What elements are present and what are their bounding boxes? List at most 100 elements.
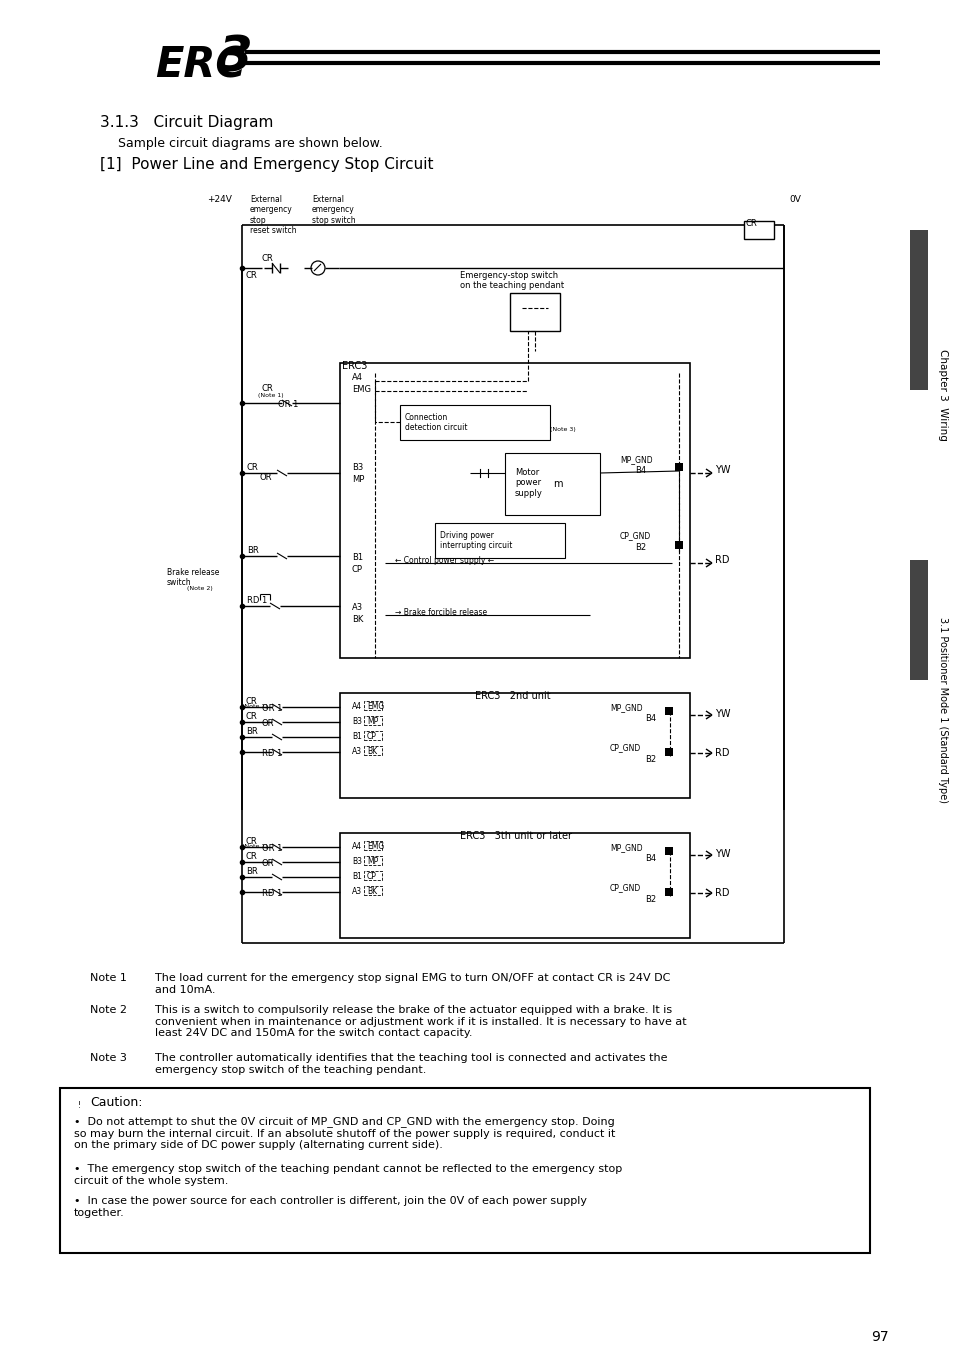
Text: ERC3   3th unit or later: ERC3 3th unit or later (459, 832, 572, 841)
Text: A4: A4 (352, 373, 363, 382)
Text: Connection
detection circuit: Connection detection circuit (405, 413, 467, 432)
Text: MP: MP (367, 857, 377, 865)
Text: CP: CP (367, 732, 376, 741)
Bar (339, 833, 689, 938)
Text: RD: RD (714, 555, 729, 566)
Text: BK: BK (352, 616, 363, 624)
Bar (909, 230, 927, 390)
Bar (60, 1088, 869, 1253)
Bar (743, 221, 773, 239)
Bar (364, 856, 381, 865)
Text: Motor
power
supply: Motor power supply (515, 468, 542, 498)
Text: CR: CR (246, 837, 257, 846)
Text: Caution:: Caution: (90, 1096, 142, 1108)
Text: EMG: EMG (352, 385, 371, 394)
Text: Note 1: Note 1 (90, 973, 127, 983)
Bar (664, 888, 672, 896)
Text: B3: B3 (352, 717, 361, 726)
Text: EMG: EMG (367, 842, 384, 850)
Text: External
emergency
stop switch: External emergency stop switch (312, 194, 355, 225)
Bar (364, 730, 381, 740)
Text: •  In case the power source for each controller is different, join the 0V of eac: • In case the power source for each cont… (74, 1196, 586, 1218)
Text: OR 1: OR 1 (262, 844, 282, 853)
Text: This is a switch to compulsorily release the brake of the actuator equipped with: This is a switch to compulsorily release… (154, 1004, 686, 1038)
Text: BR: BR (246, 728, 257, 736)
Text: BR: BR (247, 545, 258, 555)
Text: CR: CR (247, 463, 258, 472)
Text: OR 1: OR 1 (262, 703, 282, 713)
Bar (909, 560, 927, 680)
Bar (675, 541, 682, 549)
Text: MP_GND: MP_GND (609, 703, 642, 711)
Text: Note 2: Note 2 (90, 1004, 127, 1015)
Text: CP: CP (352, 566, 363, 574)
Text: •  The emergency stop switch of the teaching pendant cannot be reflected to the : • The emergency stop switch of the teach… (74, 1164, 621, 1185)
Polygon shape (71, 1098, 86, 1114)
Text: A4: A4 (352, 842, 362, 850)
Text: CR: CR (246, 271, 257, 279)
Text: ERC: ERC (154, 45, 246, 86)
Text: The load current for the emergency stop signal EMG to turn ON/OFF at contact CR : The load current for the emergency stop … (154, 973, 670, 995)
Text: YW: YW (714, 709, 730, 720)
Bar (664, 707, 672, 716)
Text: RD: RD (714, 888, 729, 898)
Bar (504, 454, 599, 514)
Text: OR 1: OR 1 (277, 400, 298, 409)
Text: BK: BK (367, 887, 376, 896)
Text: OR: OR (262, 859, 274, 868)
Text: RD 1: RD 1 (262, 890, 282, 898)
Text: 3.1 Positioner Mode 1 (Standard Type): 3.1 Positioner Mode 1 (Standard Type) (937, 617, 947, 803)
Text: MP_GND: MP_GND (619, 455, 652, 464)
Text: CR: CR (246, 697, 257, 706)
Text: YW: YW (714, 849, 730, 859)
Text: RD: RD (714, 748, 729, 757)
Text: 3.1.3   Circuit Diagram: 3.1.3 Circuit Diagram (100, 115, 274, 130)
Text: BR: BR (246, 867, 257, 876)
Bar (364, 871, 381, 880)
Text: CR: CR (246, 852, 257, 861)
Text: Note 3: Note 3 (90, 1053, 127, 1062)
Text: [1]  Power Line and Emergency Stop Circuit: [1] Power Line and Emergency Stop Circui… (100, 157, 433, 171)
Polygon shape (479, 468, 488, 477)
Text: CP_GND: CP_GND (619, 531, 651, 540)
Text: 0V: 0V (788, 194, 800, 204)
Text: B4: B4 (644, 714, 656, 724)
Bar (339, 693, 689, 798)
Text: (Note 1): (Note 1) (257, 393, 283, 398)
Text: (Note 1): (Note 1) (242, 703, 268, 709)
Text: OR: OR (262, 720, 274, 728)
Bar (364, 841, 381, 850)
Text: Brake release
switch: Brake release switch (167, 568, 219, 587)
Text: CP_GND: CP_GND (609, 883, 640, 892)
Text: MP: MP (367, 717, 377, 726)
Bar (664, 748, 672, 756)
Text: (Note 3): (Note 3) (550, 427, 576, 432)
Text: B3: B3 (352, 857, 361, 865)
Bar (339, 363, 689, 657)
Text: CR: CR (262, 383, 274, 393)
Bar (364, 716, 381, 725)
Bar (675, 463, 682, 471)
Text: MP: MP (352, 475, 364, 485)
Text: CR: CR (262, 254, 274, 263)
Text: B3: B3 (352, 463, 363, 472)
Text: The controller automatically identifies that the teaching tool is connected and : The controller automatically identifies … (154, 1053, 667, 1075)
Text: → Brake forcible release: → Brake forcible release (395, 608, 487, 617)
Text: Sample circuit diagrams are shown below.: Sample circuit diagrams are shown below. (118, 136, 382, 150)
Text: YW: YW (714, 464, 730, 475)
Text: RD 1: RD 1 (247, 595, 267, 605)
Text: Emergency-stop switch
on the teaching pendant: Emergency-stop switch on the teaching pe… (459, 271, 563, 290)
Text: 97: 97 (870, 1330, 888, 1345)
Text: External
emergency
stop
reset switch: External emergency stop reset switch (250, 194, 296, 235)
Bar (364, 886, 381, 895)
Text: B2: B2 (644, 755, 656, 764)
Text: EMG: EMG (367, 702, 384, 711)
Text: m: m (553, 479, 562, 489)
Text: CR: CR (246, 711, 257, 721)
Text: ← Control power supply ←: ← Control power supply ← (395, 556, 494, 566)
Text: CP: CP (367, 872, 376, 882)
Text: (Note 2): (Note 2) (187, 586, 213, 591)
Text: B2: B2 (644, 895, 656, 905)
Text: CR: CR (745, 219, 757, 228)
Text: +24V: +24V (207, 194, 232, 204)
